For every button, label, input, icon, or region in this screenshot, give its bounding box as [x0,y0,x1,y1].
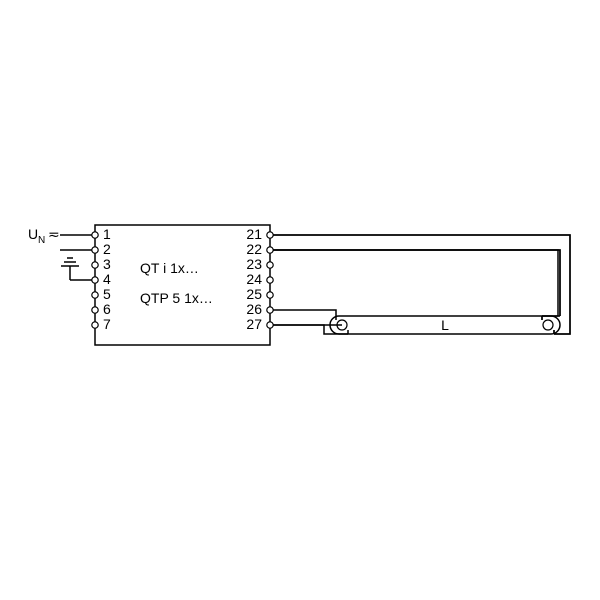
wiring-diagram: QT i 1x…QTP 5 1x…123456721222324252627UN… [0,0,600,600]
terminal-5 [92,292,98,298]
terminal-label-7: 7 [103,316,111,332]
ballast-label-2: QTP 5 1x… [140,290,213,306]
terminal-22 [267,247,273,253]
terminal-label-2: 2 [103,241,111,257]
input-voltage-label: U [28,226,38,242]
terminal-label-4: 4 [103,271,111,287]
terminal-label-21: 21 [246,226,262,242]
terminal-label-23: 23 [246,256,262,272]
terminal-label-22: 22 [246,241,262,257]
ballast-box [95,225,270,345]
wire-22-clean [273,250,558,316]
terminal-7 [92,322,98,328]
ballast-label-1: QT i 1x… [140,260,199,276]
terminal-label-5: 5 [103,286,111,302]
terminal-label-3: 3 [103,256,111,272]
terminal-2 [92,247,98,253]
terminal-label-25: 25 [246,286,262,302]
terminal-27 [267,322,273,328]
terminal-1 [92,232,98,238]
terminal-label-6: 6 [103,301,111,317]
terminal-3 [92,262,98,268]
terminal-label-24: 24 [246,271,262,287]
terminal-4 [92,277,98,283]
terminal-21 [267,232,273,238]
terminal-label-26: 26 [246,301,262,317]
terminal-label-27: 27 [246,316,262,332]
wire-26 [273,310,336,316]
terminal-26 [267,307,273,313]
wire-22a [273,250,560,316]
terminal-6 [92,307,98,313]
lamp-label: L [441,317,449,333]
lamp-pin-right [543,320,553,330]
terminal-24 [267,277,273,283]
input-voltage-sub: N [38,235,45,246]
terminal-label-1: 1 [103,226,111,242]
terminal-25 [267,292,273,298]
ac-symbol: ≂ [48,226,60,242]
terminal-23 [267,262,273,268]
